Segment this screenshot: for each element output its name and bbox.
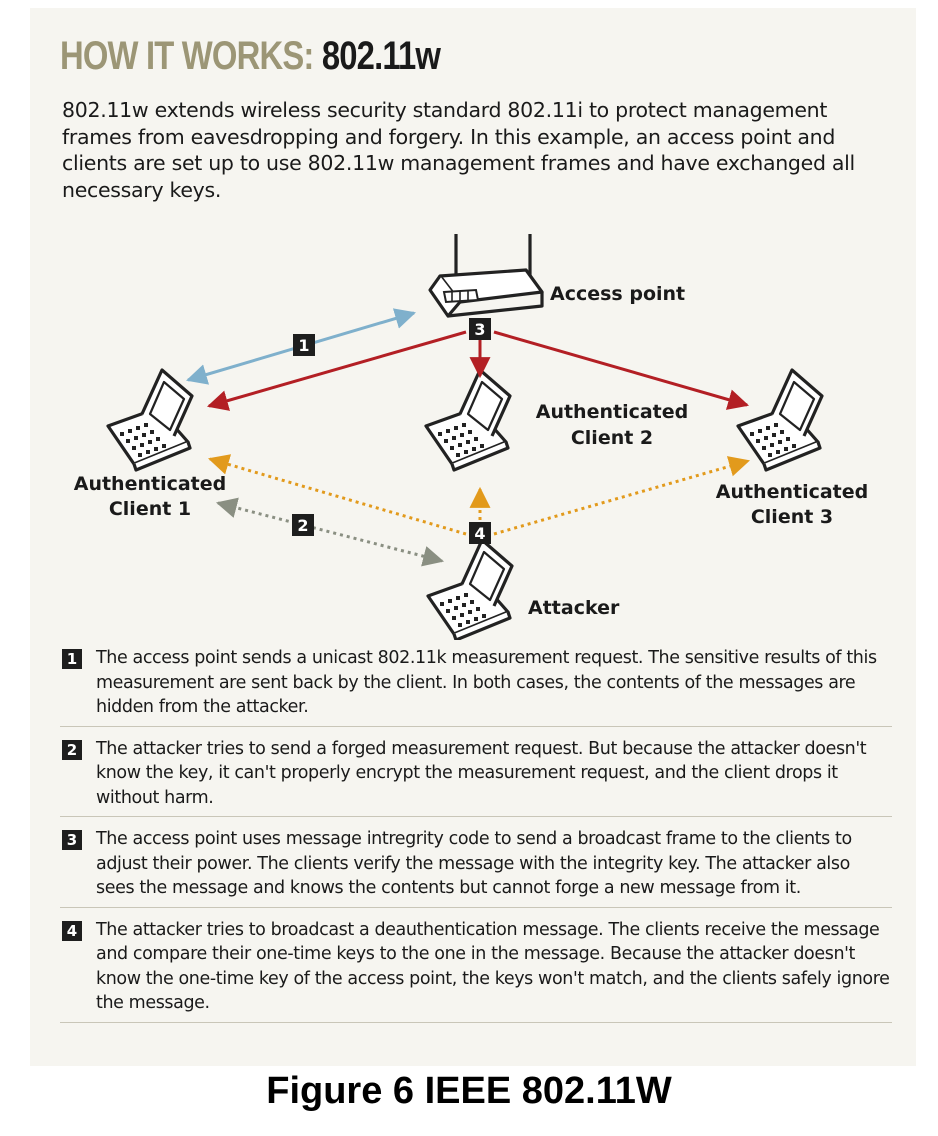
client3-label-line1: Authenticated <box>716 481 869 503</box>
title-highlight: HOW IT WORKS: <box>60 34 314 78</box>
svg-text:1: 1 <box>298 336 309 355</box>
step-text: The access point uses message intregrity… <box>96 829 852 898</box>
svg-text:3: 3 <box>474 320 485 339</box>
attacker-label: Attacker <box>528 597 620 619</box>
page-title: HOW IT WORKS: 802.11w <box>60 34 441 78</box>
step4-arrow-client1 <box>207 454 467 536</box>
step-number-badge: 1 <box>62 649 82 669</box>
diagram-badge-1: 1 <box>293 334 315 356</box>
step-item: 4 The attacker tries to broadcast a deau… <box>60 916 892 1023</box>
step-text: The access point sends a unicast 802.11k… <box>96 648 877 717</box>
client2-label-line1: Authenticated <box>536 401 689 423</box>
client3-laptop-icon <box>736 368 824 472</box>
client2-label-line2: Client 2 <box>571 427 653 449</box>
diagram-badge-2: 2 <box>292 514 314 536</box>
client1-label-line1: Authenticated <box>74 473 227 495</box>
access-point-label: Access point <box>550 283 685 305</box>
step4-arrow-client3 <box>493 456 751 536</box>
router-icon <box>428 234 544 318</box>
step3-arrow-client3 <box>493 330 750 410</box>
network-diagram: 1 2 3 4 Access point Authenticated Clien… <box>74 234 869 640</box>
step-number-badge: 4 <box>62 920 82 941</box>
step-item: 3 The access point uses message intregri… <box>60 825 892 908</box>
client3-label-line2: Client 3 <box>751 506 833 528</box>
step-number-badge: 3 <box>62 830 82 850</box>
diagram-badge-3: 3 <box>469 318 491 340</box>
svg-text:4: 4 <box>474 524 485 543</box>
step-number-badge: 2 <box>62 739 82 760</box>
steps-list: 1 The access point sends a unicast 802.1… <box>60 644 892 1031</box>
step3-arrow-client1 <box>206 330 467 411</box>
step-text: The attacker tries to broadcast a deauth… <box>96 919 890 1014</box>
svg-text:2: 2 <box>297 516 308 535</box>
step-item: 1 The access point sends a unicast 802.1… <box>60 644 892 727</box>
client1-label-line2: Client 1 <box>109 498 191 520</box>
diagram-badge-4: 4 <box>469 522 491 544</box>
step-text: The attacker tries to send a forged meas… <box>96 738 867 808</box>
step-item: 2 The attacker tries to send a forged me… <box>60 735 892 817</box>
client1-laptop-icon <box>106 368 194 472</box>
client2-laptop-icon <box>424 368 512 472</box>
figure-caption: Figure 6 IEEE 802.11W <box>266 1070 672 1112</box>
title-model: 802.11w <box>321 34 441 78</box>
step2-arrow <box>215 497 445 567</box>
attacker-laptop-icon <box>426 538 514 640</box>
intro-paragraph: 802.11w extends wireless security standa… <box>62 98 855 202</box>
